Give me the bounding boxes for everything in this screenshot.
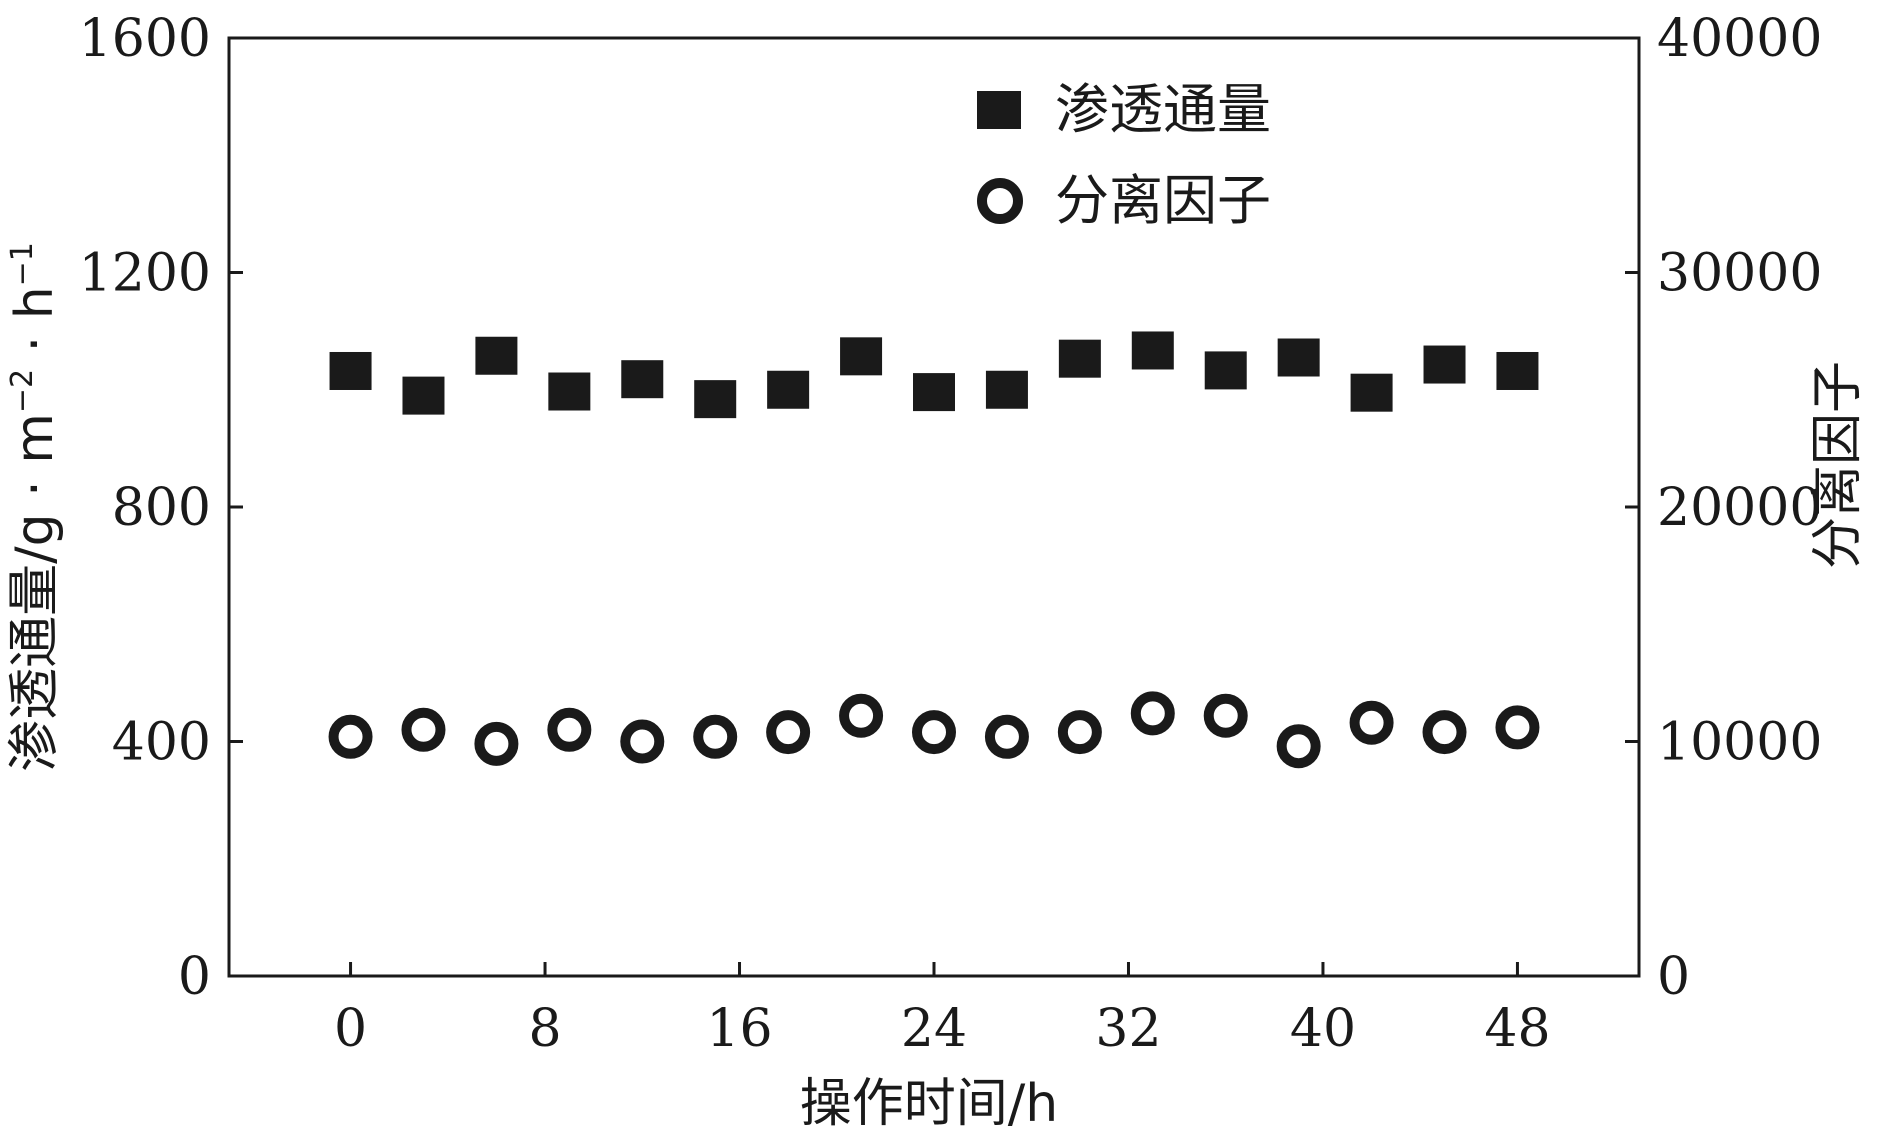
flux-point bbox=[767, 370, 810, 409]
flux-point bbox=[694, 380, 737, 419]
separation-point bbox=[1276, 724, 1321, 769]
left-axis-title-sup2: −1 bbox=[5, 242, 40, 286]
x-tick-label: 40 bbox=[1290, 999, 1356, 1059]
separation-point bbox=[766, 710, 811, 755]
x-axis-title: 操作时间/h bbox=[800, 1074, 1058, 1134]
right-axis-title: 分离因子 bbox=[1808, 361, 1868, 569]
separation-point bbox=[547, 707, 592, 752]
left-tick-label: 1200 bbox=[79, 244, 211, 304]
x-tick-label: 0 bbox=[334, 999, 367, 1059]
plot-frame bbox=[227, 36, 1641, 978]
flux-point bbox=[913, 373, 955, 412]
separation-point bbox=[1495, 705, 1540, 750]
left-axis-title-main: 渗透通量/g · m bbox=[5, 413, 65, 772]
separation-point bbox=[839, 693, 884, 738]
x-tick-label: 32 bbox=[1095, 999, 1161, 1059]
legend-ring-marker bbox=[977, 178, 1023, 224]
x-tick-label: 8 bbox=[528, 999, 561, 1059]
right-tick-label: 0 bbox=[1657, 947, 1690, 1007]
left-axis-title-mid: · h bbox=[5, 286, 65, 369]
left-tick-label: 800 bbox=[112, 478, 211, 538]
flux-point bbox=[1131, 331, 1174, 370]
right-tick-label: 40000 bbox=[1657, 9, 1822, 69]
separation-point bbox=[474, 721, 519, 766]
flux-point bbox=[1423, 345, 1466, 384]
right-tick-label: 30000 bbox=[1657, 244, 1822, 304]
separation-point bbox=[1057, 710, 1102, 755]
separation-point bbox=[1203, 693, 1248, 738]
flux-point bbox=[402, 376, 445, 415]
separation-point bbox=[620, 719, 665, 764]
legend-label-separation: 分离因子 bbox=[1055, 169, 1271, 232]
series-separation-factor bbox=[328, 691, 1540, 769]
right-axis-ticks: 0 10000 20000 30000 40000 bbox=[1625, 9, 1822, 1007]
legend: 渗透通量 分离因子 bbox=[977, 78, 1271, 232]
left-axis-ticks: 0 400 800 1200 1600 bbox=[79, 9, 243, 1007]
x-axis-ticks: 0 8 16 24 32 40 48 bbox=[334, 962, 1551, 1059]
left-tick-label: 1600 bbox=[79, 9, 211, 69]
separation-point bbox=[328, 714, 373, 759]
legend-label-flux: 渗透通量 bbox=[1055, 78, 1271, 141]
flux-point bbox=[840, 337, 883, 376]
separation-point bbox=[984, 714, 1029, 759]
flux-point bbox=[1496, 351, 1539, 390]
legend-square-marker bbox=[977, 91, 1021, 129]
separation-point bbox=[693, 714, 738, 759]
flux-point bbox=[329, 351, 372, 390]
left-tick-label: 0 bbox=[178, 947, 211, 1007]
flux-point bbox=[1277, 338, 1320, 377]
flux-point bbox=[985, 370, 1028, 409]
left-axis-title: 渗透通量/g · m−2 · h−1 bbox=[5, 242, 65, 772]
flux-point bbox=[1204, 351, 1247, 390]
separation-point bbox=[1422, 710, 1467, 755]
right-tick-label: 10000 bbox=[1657, 713, 1822, 773]
separation-point bbox=[1130, 691, 1175, 736]
flux-point bbox=[621, 360, 664, 399]
separation-point bbox=[1349, 700, 1394, 745]
x-tick-label: 48 bbox=[1484, 999, 1550, 1059]
series-permeation-flux bbox=[329, 331, 1539, 419]
flux-point bbox=[1350, 373, 1393, 412]
flux-point bbox=[548, 372, 591, 411]
right-tick-label: 20000 bbox=[1657, 478, 1822, 538]
flux-point bbox=[475, 336, 518, 375]
flux-point bbox=[1058, 339, 1101, 378]
x-tick-label: 24 bbox=[901, 999, 967, 1059]
left-tick-label: 400 bbox=[112, 713, 211, 773]
x-tick-label: 16 bbox=[706, 999, 772, 1059]
separation-point bbox=[401, 707, 446, 752]
left-axis-title-sup1: −2 bbox=[5, 369, 40, 413]
separation-point bbox=[912, 710, 956, 755]
